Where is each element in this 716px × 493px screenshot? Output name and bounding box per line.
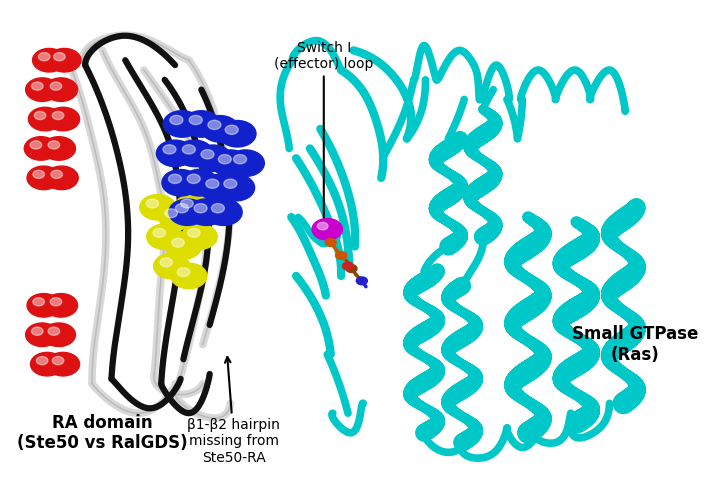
Circle shape [48, 141, 59, 149]
Circle shape [218, 120, 256, 147]
Circle shape [42, 323, 75, 347]
Circle shape [146, 199, 159, 208]
Circle shape [163, 145, 176, 154]
Circle shape [52, 111, 64, 120]
Circle shape [183, 145, 195, 154]
Circle shape [27, 166, 60, 190]
Circle shape [31, 352, 64, 376]
Text: Small GTPase
(Ras): Small GTPase (Ras) [572, 325, 698, 364]
Circle shape [162, 170, 199, 196]
Circle shape [54, 53, 65, 61]
Circle shape [160, 258, 173, 267]
Circle shape [32, 82, 43, 90]
Circle shape [195, 145, 232, 172]
Circle shape [183, 111, 220, 137]
Circle shape [212, 150, 249, 176]
Circle shape [346, 265, 357, 273]
Circle shape [211, 204, 224, 213]
Circle shape [27, 293, 60, 317]
Circle shape [201, 150, 214, 159]
Circle shape [52, 356, 64, 365]
Circle shape [32, 327, 43, 335]
Circle shape [168, 174, 182, 183]
Circle shape [42, 137, 75, 160]
Circle shape [165, 209, 178, 218]
Circle shape [189, 115, 203, 125]
Circle shape [32, 48, 66, 72]
Circle shape [156, 140, 194, 167]
Circle shape [50, 82, 62, 90]
Circle shape [44, 78, 77, 102]
Circle shape [37, 356, 48, 365]
Circle shape [317, 222, 328, 230]
Circle shape [180, 199, 193, 208]
Circle shape [188, 199, 225, 225]
Circle shape [233, 155, 246, 164]
Circle shape [154, 253, 190, 279]
Circle shape [175, 195, 211, 220]
Circle shape [201, 116, 238, 142]
Circle shape [180, 170, 218, 196]
Text: Switch I
(effector) loop: Switch I (effector) loop [274, 40, 374, 239]
Circle shape [48, 48, 81, 72]
Circle shape [29, 107, 62, 131]
Circle shape [205, 199, 242, 225]
Circle shape [199, 175, 236, 201]
Circle shape [357, 277, 367, 285]
Circle shape [178, 268, 190, 277]
Circle shape [140, 195, 175, 220]
Circle shape [227, 150, 264, 176]
Circle shape [30, 141, 42, 149]
Circle shape [47, 107, 79, 131]
Circle shape [26, 78, 59, 102]
Circle shape [336, 251, 347, 259]
Circle shape [217, 175, 255, 201]
Text: β1-β2 hairpin
missing from
Ste50-RA: β1-β2 hairpin missing from Ste50-RA [188, 357, 280, 464]
Circle shape [226, 125, 238, 135]
Circle shape [163, 111, 200, 137]
Circle shape [24, 137, 57, 160]
Circle shape [205, 179, 219, 188]
Circle shape [224, 179, 237, 188]
Circle shape [26, 323, 59, 347]
Circle shape [153, 228, 165, 237]
Circle shape [187, 174, 200, 183]
Circle shape [172, 238, 184, 247]
Circle shape [165, 234, 201, 259]
Circle shape [218, 155, 231, 164]
Circle shape [39, 53, 50, 61]
Circle shape [181, 224, 217, 249]
Circle shape [208, 120, 221, 130]
Circle shape [325, 239, 337, 246]
Circle shape [34, 111, 46, 120]
Circle shape [51, 170, 62, 178]
Circle shape [147, 224, 183, 249]
Circle shape [47, 352, 79, 376]
Circle shape [45, 166, 78, 190]
Circle shape [171, 263, 207, 289]
Circle shape [169, 199, 206, 225]
Circle shape [33, 170, 44, 178]
Circle shape [44, 293, 77, 317]
Circle shape [188, 228, 200, 237]
Circle shape [48, 327, 59, 335]
Circle shape [50, 298, 62, 306]
Circle shape [158, 204, 195, 230]
Circle shape [342, 262, 354, 270]
Circle shape [312, 218, 342, 240]
Text: RA domain
(Ste50 vs RalGDS): RA domain (Ste50 vs RalGDS) [17, 414, 188, 453]
Circle shape [194, 204, 207, 213]
Circle shape [175, 204, 188, 213]
Circle shape [170, 115, 183, 125]
Circle shape [33, 298, 44, 306]
Circle shape [175, 140, 213, 167]
